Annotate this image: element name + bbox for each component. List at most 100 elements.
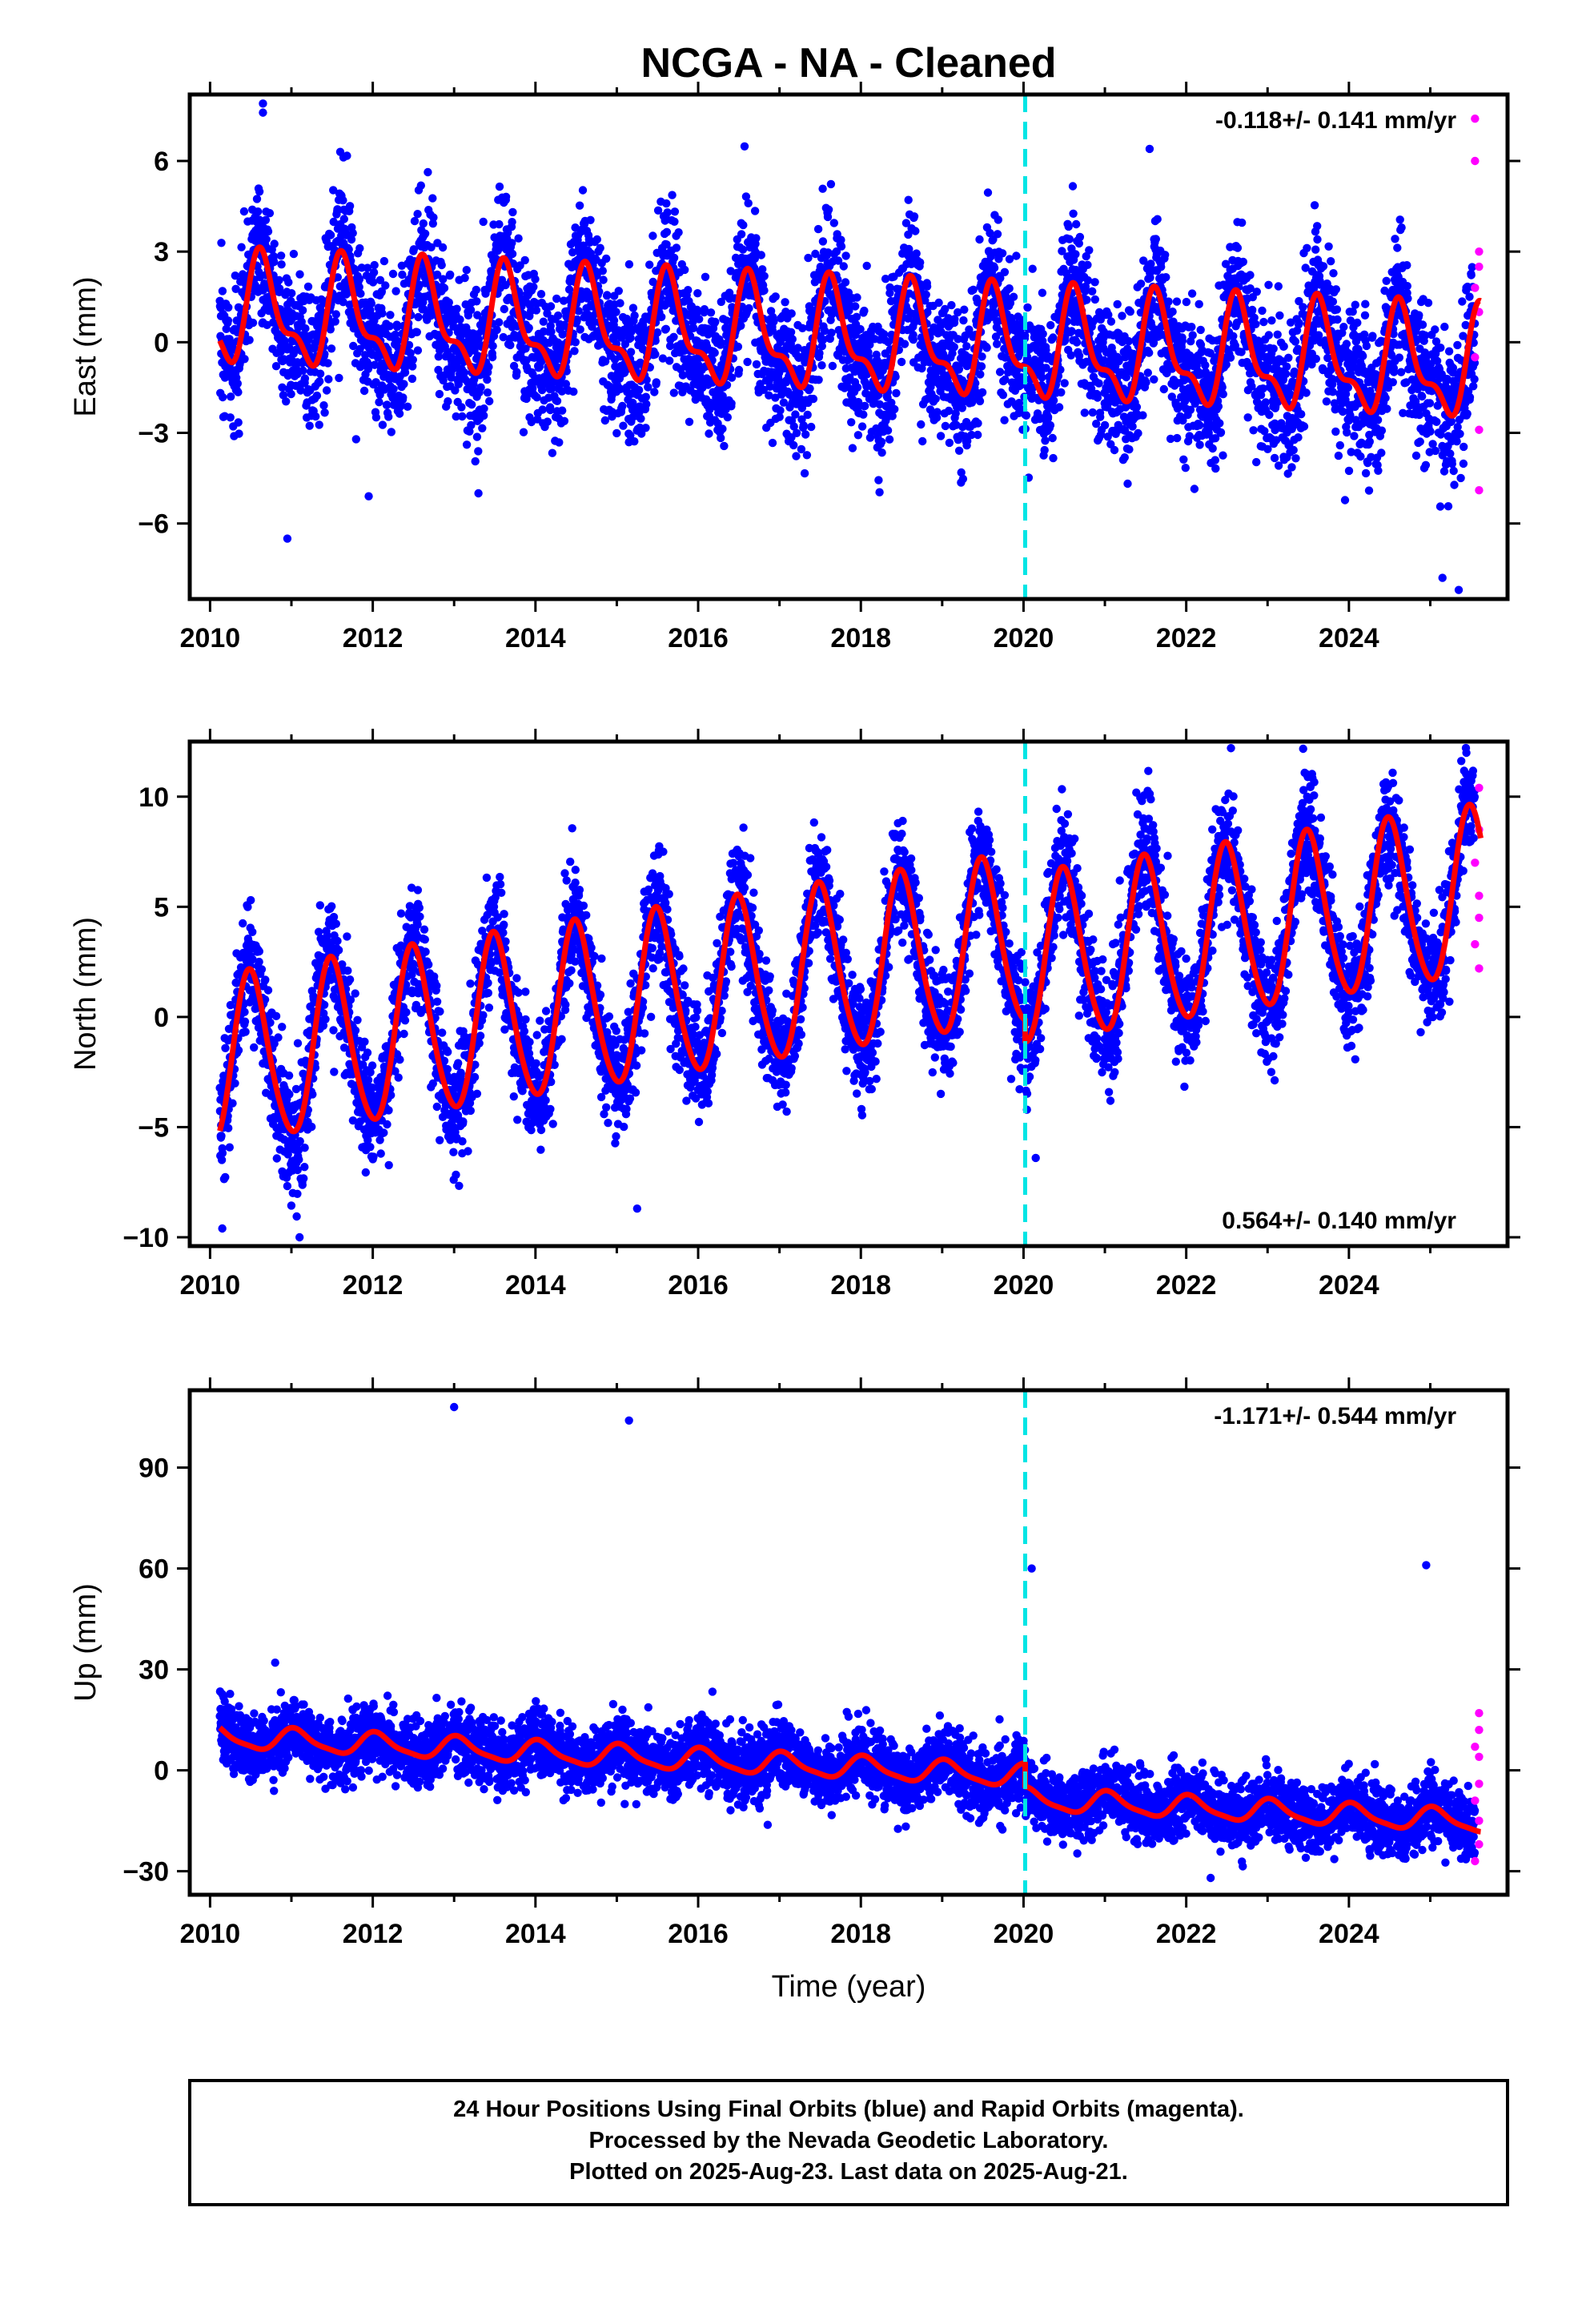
plot-area <box>215 94 1484 599</box>
data-point <box>1328 297 1338 306</box>
data-point <box>437 260 446 270</box>
data-point <box>1252 287 1262 296</box>
data-point <box>974 419 982 428</box>
data-point <box>444 397 452 406</box>
data-point <box>351 265 359 274</box>
data-point <box>1009 292 1018 301</box>
data-point <box>339 196 347 205</box>
data-point <box>740 142 749 151</box>
data-point <box>323 359 332 368</box>
data-point <box>815 348 824 358</box>
data-point <box>483 375 492 384</box>
data-point <box>737 230 746 239</box>
data-point <box>483 388 492 397</box>
data-point <box>1088 287 1097 296</box>
data-point <box>1090 295 1100 304</box>
data-point <box>495 318 504 327</box>
data-point <box>218 287 227 296</box>
data-point <box>1190 485 1199 493</box>
data-point <box>1054 403 1064 412</box>
data-point <box>234 388 243 396</box>
data-point <box>839 262 849 271</box>
data-point <box>408 374 417 384</box>
data-point <box>392 323 402 332</box>
data-point <box>1208 444 1217 453</box>
data-point <box>859 410 868 419</box>
data-point <box>1065 235 1074 243</box>
data-point <box>828 361 837 371</box>
data-point <box>484 362 493 372</box>
data-point <box>434 365 443 375</box>
data-point <box>663 208 672 217</box>
data-point <box>718 424 727 433</box>
data-point <box>665 356 674 365</box>
data-point <box>1238 218 1247 227</box>
data-point <box>1284 353 1293 362</box>
data-point <box>745 304 753 313</box>
data-point <box>539 317 548 326</box>
data-point <box>472 297 481 306</box>
data-point <box>1048 433 1057 443</box>
data-point <box>769 317 778 326</box>
data-point <box>355 283 363 292</box>
data-point <box>548 448 557 457</box>
data-point <box>701 272 710 281</box>
data-point <box>400 380 408 388</box>
data-point <box>252 195 262 203</box>
data-point <box>1215 419 1224 428</box>
data-point <box>1100 420 1110 430</box>
data-point <box>343 151 351 160</box>
data-point <box>684 286 693 295</box>
data-point <box>847 418 856 427</box>
data-point <box>982 344 991 352</box>
data-point <box>224 303 233 312</box>
data-point <box>1331 427 1340 436</box>
data-point <box>276 251 286 260</box>
data-point <box>781 298 789 307</box>
data-point <box>1359 352 1367 360</box>
data-point <box>788 335 797 344</box>
data-point <box>853 431 863 440</box>
data-point <box>628 304 638 312</box>
data-point <box>315 369 325 378</box>
data-point <box>295 270 304 279</box>
data-point <box>500 304 508 314</box>
data-point <box>862 261 871 271</box>
data-point <box>720 441 729 451</box>
data-point <box>1088 408 1098 417</box>
data-point <box>391 287 400 296</box>
data-point <box>993 340 1002 348</box>
data-point <box>339 298 347 307</box>
data-point <box>359 386 369 396</box>
data-point <box>1185 432 1195 440</box>
data-point <box>519 428 528 436</box>
data-point <box>301 324 310 333</box>
data-point <box>1313 222 1322 231</box>
data-point <box>1049 396 1058 405</box>
data-point <box>693 289 702 298</box>
data-point <box>409 245 419 254</box>
data-point <box>739 220 748 230</box>
data-point <box>275 284 284 293</box>
data-point <box>440 283 449 292</box>
data-point <box>817 361 826 370</box>
data-point <box>900 340 909 348</box>
data-point <box>1297 410 1306 419</box>
data-point <box>1168 308 1177 316</box>
data-point <box>427 243 436 251</box>
data-point <box>512 368 521 376</box>
data-point <box>262 235 271 243</box>
data-point <box>345 202 355 211</box>
data-point <box>1339 323 1348 332</box>
data-point <box>983 188 993 197</box>
data-point <box>217 239 226 247</box>
data-point <box>299 366 307 375</box>
data-point <box>368 278 378 287</box>
data-point <box>1295 319 1303 328</box>
data-point <box>466 305 476 315</box>
data-point <box>261 215 271 224</box>
data-point <box>738 245 748 254</box>
data-point <box>355 275 364 283</box>
data-point <box>1226 353 1235 362</box>
data-point <box>954 446 964 455</box>
